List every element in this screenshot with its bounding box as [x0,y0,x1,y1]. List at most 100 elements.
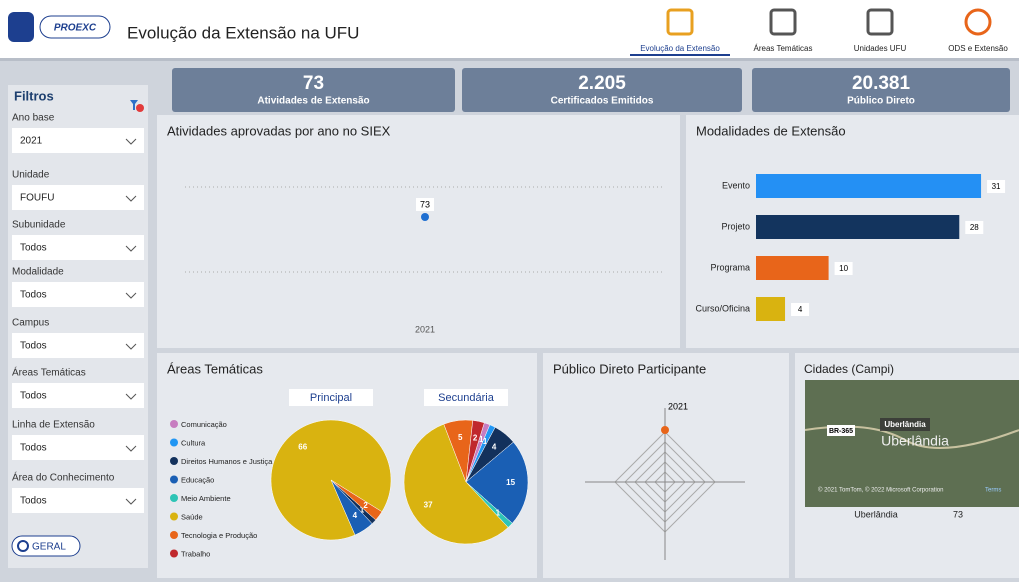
chart-title: Áreas Temáticas [167,361,263,376]
nav-icon[interactable] [666,8,694,36]
dropdown-value[interactable]: Todos [20,496,47,507]
legend-label: Meio Ambiente [181,494,231,503]
legend-marker [170,438,178,447]
data-label-bg [965,221,984,234]
pie-slice [465,420,485,483]
dropdown-chevron [125,498,137,505]
filter-label: Subunidade [12,220,66,231]
y-tick-label: Curso/Oficina [695,303,750,313]
filter-icon [130,100,138,110]
filter-label: Campus [12,318,49,329]
legend-marker [170,531,178,539]
dropdown[interactable] [12,383,144,408]
dropdown-chevron [125,195,137,202]
slice-label: 5 [458,433,463,442]
legend-marker [170,457,178,465]
dropdown[interactable] [12,488,144,513]
nav-icon[interactable] [866,8,894,36]
legend-marker [170,420,178,428]
slice-label: 1 [483,437,488,446]
panel [157,115,680,348]
data-label-bg [416,198,434,211]
legend-label: Saúde [181,512,203,521]
kpi-card [172,68,455,112]
dropdown-value[interactable]: FOUFU [20,193,54,204]
bar [756,215,960,239]
dropdown-chevron [125,292,137,299]
panel [543,353,789,578]
slice-label: 66 [298,442,307,451]
radar-point [661,426,669,434]
legend-label: Cultura [181,438,206,447]
dropdown[interactable] [12,185,144,210]
legend-marker [170,494,178,502]
dropdown[interactable] [12,435,144,460]
bar [756,256,829,280]
dropdown-value[interactable]: Todos [20,341,47,352]
dropdown-value[interactable]: Todos [20,290,47,301]
dropdown-value[interactable]: Todos [20,243,47,254]
data-label: 73 [420,199,430,209]
pie-name: Principal [310,392,352,404]
pie-slice [403,423,509,545]
slice-label: 4 [492,442,497,451]
nav-label[interactable]: Unidades UFU [854,44,907,53]
data-label-bg [987,180,1006,193]
pie-name: Secundária [438,392,495,404]
chart-title: Atividades aprovadas por ano no SIEX [167,123,391,138]
map-city: Uberlândia [881,433,949,449]
reset-button[interactable] [11,535,81,557]
y-tick-label: Projeto [721,221,750,231]
data-label: 31 [992,182,1001,191]
map-title: Cidades (Campi) [804,362,894,376]
nav-label[interactable]: Evolução da Extensão [640,44,720,53]
slice-label: 37 [424,501,433,510]
legend-label: Trabalho [181,549,210,558]
slice-label: 2 [473,433,478,442]
bar [756,297,786,321]
dropdown-value[interactable]: 2021 [20,136,43,147]
legend-marker [170,475,178,484]
kpi-card [752,68,1010,112]
reset-label[interactable]: GERAL [32,542,66,553]
data-label: 28 [970,223,979,232]
pie-header [289,389,373,406]
logo-frame [39,15,111,39]
nav-icon[interactable] [964,8,992,36]
filter-clear-icon [136,104,144,112]
bar [756,174,982,198]
legend-label: Tecnologia e Produção [181,531,257,540]
dropdown-value[interactable]: Todos [20,391,47,402]
dropdown-value[interactable]: Todos [20,443,47,454]
slice-label: 1 [496,508,501,517]
legend-marker [170,512,178,521]
filter-label: Modalidade [12,267,64,278]
data-label: 10 [839,264,848,273]
filter-label: Linha de Extensão [12,420,95,431]
chart-title: Modalidades de Extensão [696,123,846,138]
dropdown[interactable] [12,235,144,260]
pie-header [424,389,508,406]
dropdown-chevron [125,245,137,252]
pie-slice [330,479,383,521]
data-label-bg [791,303,810,316]
table-cell: 73 [953,509,963,519]
dropdown[interactable] [12,282,144,307]
filter-label: Áreas Temáticas [12,366,86,379]
kpi-value: 73 [303,73,324,94]
nav-label[interactable]: ODS e Extensão [948,44,1008,53]
kpi-card [462,68,742,112]
logo-text: PROEXC [54,23,97,34]
map-terms[interactable]: Terms [985,488,1001,494]
reset-icon [17,540,29,552]
dropdown[interactable] [12,333,144,358]
dropdown[interactable] [12,128,144,153]
slice-label: 1 [360,505,365,514]
y-tick-label: Programa [710,262,750,272]
kpi-label: Público Direto [847,96,915,107]
nav-label[interactable]: Áreas Temáticas [754,44,813,53]
filter-label: Unidade [12,170,50,181]
kpi-value: 20.381 [852,73,911,94]
nav-icon[interactable] [769,8,797,36]
